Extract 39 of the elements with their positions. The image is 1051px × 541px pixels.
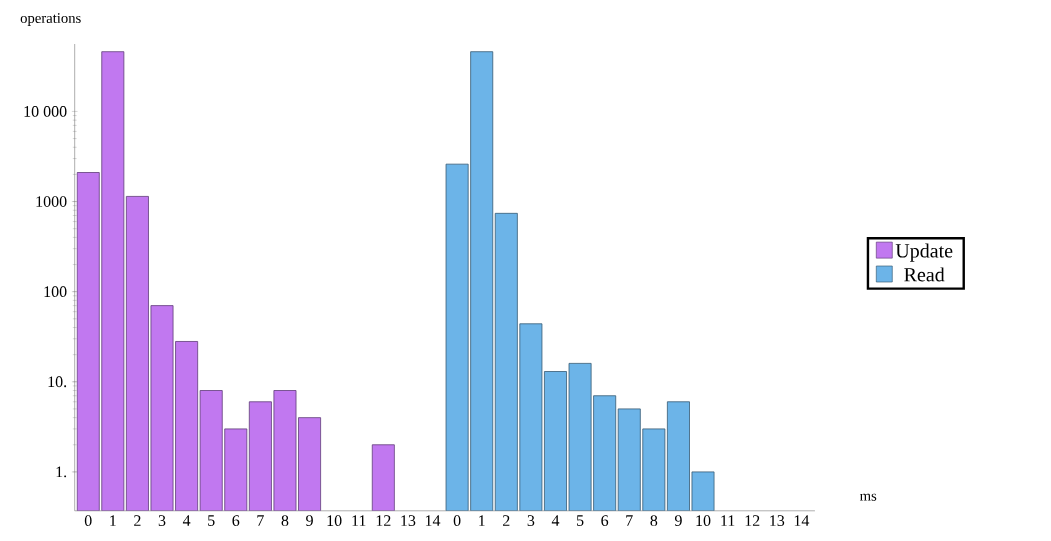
y-tick-label: 10 000 <box>24 105 67 117</box>
x-tick-label: 9 <box>674 515 682 526</box>
y-tick-label: 1. <box>56 466 67 478</box>
y-axis-title: operations <box>20 12 81 26</box>
x-tick-label: 3 <box>158 515 166 526</box>
x-tick-label: 12 <box>745 515 760 526</box>
y-tick-label: 10. <box>48 376 67 387</box>
x-tick-label: 12 <box>376 515 391 526</box>
x-tick-label: 3 <box>527 515 535 526</box>
x-tick-label: 10 <box>696 515 711 526</box>
x-tick-label: 14 <box>425 515 441 526</box>
x-tick-label: 8 <box>650 515 658 526</box>
y-tick-label: 100 <box>44 286 67 297</box>
x-tick-label: 5 <box>208 515 215 526</box>
x-tick-label: 4 <box>551 515 560 526</box>
x-tick-label: 8 <box>281 515 289 526</box>
x-tick-label: 10 <box>327 515 342 526</box>
x-tick-label: 7 <box>626 515 633 526</box>
x-tick-label: 13 <box>401 515 416 526</box>
x-tick-label: 2 <box>503 515 510 526</box>
x-tick-label: 14 <box>794 515 810 526</box>
x-tick-label: 9 <box>306 515 313 526</box>
x-tick-label: 1 <box>479 515 485 526</box>
x-tick-label: 7 <box>257 515 264 526</box>
x-tick-label: 11 <box>721 515 735 526</box>
x-tick-label: 0 <box>84 515 92 526</box>
legend-label: Read <box>904 267 945 282</box>
x-tick-label: 5 <box>576 515 584 526</box>
legend-label: Update <box>895 243 953 262</box>
x-tick-label: 6 <box>601 515 609 526</box>
x-tick-label: 6 <box>232 515 240 526</box>
x-tick-label: 0 <box>453 515 461 526</box>
x-tick-label: 13 <box>770 515 785 526</box>
y-tick-label: 1000 <box>36 195 67 207</box>
x-tick-label: 11 <box>352 515 366 526</box>
x-tick-label: 4 <box>182 515 191 526</box>
x-axis-title: ms <box>859 493 877 501</box>
x-tick-label: 2 <box>134 515 141 526</box>
x-tick-label: 1 <box>110 515 116 526</box>
